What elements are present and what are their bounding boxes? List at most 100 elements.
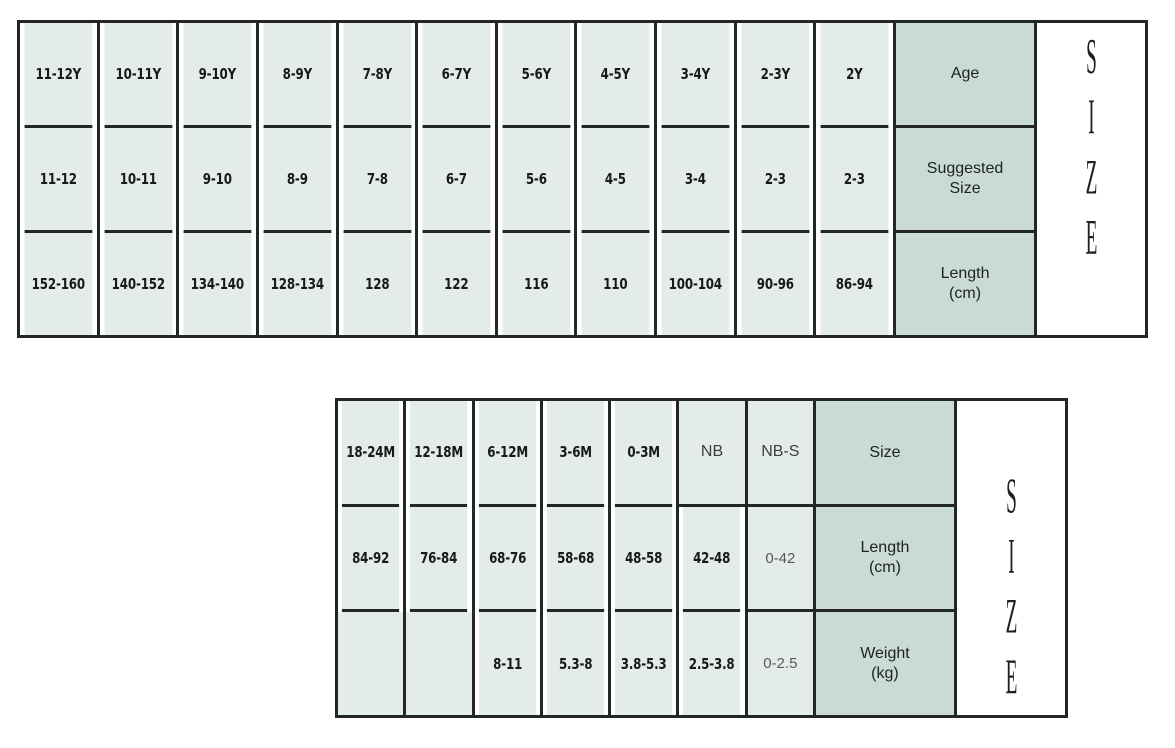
kids-size-guide-table: 11-12Y 11-12 152-160 10-11Y 10-11 140-15… xyxy=(17,20,1148,338)
babies-cell-size: 6-12M xyxy=(478,401,536,507)
kids-column-2Y: 2Y 2-3 86-94 xyxy=(816,23,897,335)
babies-cell-size: 12-18M xyxy=(410,401,468,507)
babies-cell-length: 48-58 xyxy=(615,506,673,613)
kids-column-9-10Y: 9-10Y 9-10 134-140 xyxy=(179,23,259,335)
kids-cell-length: 122 xyxy=(422,233,491,335)
kids-cell-age: 2-3Y xyxy=(741,23,809,128)
kids-cell-age: 5-6Y xyxy=(502,23,570,128)
kids-cell-length: 100-104 xyxy=(661,233,730,335)
kids-column-11-12Y: 11-12Y 11-12 152-160 xyxy=(20,23,100,335)
babies-size-guide-table: 18-24M 84-92 12-18M 76-84 6-12M 68-76 8-… xyxy=(335,398,1068,718)
babies-column-3-6M: 3-6M 58-68 5.3-8 xyxy=(543,401,612,716)
babies-row-label-weight: Weight (kg) xyxy=(815,612,954,716)
kids-cell-age: 4-5Y xyxy=(582,23,650,128)
kids-row-label-length-line1: Length xyxy=(940,265,990,283)
babies-cell-size: 0-3M xyxy=(615,401,673,507)
babies-row-label-length-line1: Length xyxy=(860,539,910,557)
babies-row-label-column: Size Length (cm) Weight (kg) xyxy=(815,401,954,716)
kids-cell-suggested-size: 4-5 xyxy=(582,128,650,233)
kids-row-label-length-text: Length (cm) xyxy=(941,264,990,303)
kids-cell-suggested-size: 7-8 xyxy=(343,128,411,233)
kids-cell-age: 3-4Y xyxy=(661,23,730,128)
kids-cell-age: 2Y xyxy=(821,23,889,128)
kids-row-label-age: Age xyxy=(896,23,1035,128)
babies-column-18-24M: 18-24M 84-92 xyxy=(338,401,407,716)
kids-grid: 11-12Y 11-12 152-160 10-11Y 10-11 140-15… xyxy=(20,23,1035,335)
kids-row-label-age-line1: Age xyxy=(950,65,980,83)
babies-row-label-size: Size xyxy=(815,401,954,507)
kids-size-guide-title: KIDS SIZE GUIDE xyxy=(1079,23,1103,335)
kids-cell-age: 10-11Y xyxy=(104,23,172,128)
kids-column-7-8Y: 7-8Y 7-8 128 xyxy=(339,23,419,335)
kids-column-2-3Y: 2-3Y 2-3 90-96 xyxy=(737,23,817,335)
babies-cell-size: 18-24M xyxy=(341,401,400,507)
kids-cell-length: 116 xyxy=(502,233,570,335)
kids-cell-age: 9-10Y xyxy=(183,23,252,128)
kids-column-5-6Y: 5-6Y 5-6 116 xyxy=(498,23,578,335)
babies-cell-length: 76-84 xyxy=(410,506,468,613)
babies-size-guide-title-text: BABIES SIZE GUIDE xyxy=(1001,401,1023,715)
babies-row-label-length: Length (cm) xyxy=(815,506,954,613)
kids-cell-length: 110 xyxy=(582,233,650,335)
babies-column-NB: NB 42-48 2.5-3.8 xyxy=(679,401,748,716)
kids-cell-length: 140-152 xyxy=(104,233,172,335)
babies-grid: 18-24M 84-92 12-18M 76-84 6-12M 68-76 8-… xyxy=(338,401,954,716)
babies-size-guide-title: BABIES SIZE GUIDE xyxy=(999,401,1023,715)
babies-title-column: BABIES SIZE GUIDE xyxy=(954,401,1065,715)
babies-column-6-12M: 6-12M 68-76 8-11 xyxy=(475,401,543,716)
babies-cell-length: 58-68 xyxy=(546,506,605,613)
kids-cell-length: 134-140 xyxy=(183,233,252,335)
kids-cell-suggested-size: 6-7 xyxy=(422,128,491,233)
babies-row-label-length-text: Length (cm) xyxy=(861,538,910,577)
kids-cell-length: 86-94 xyxy=(821,233,889,335)
babies-cell-length: 42-48 xyxy=(683,506,741,613)
kids-row-label-suggested-size-text: Suggested Size xyxy=(927,159,1004,198)
babies-cell-length: 68-76 xyxy=(478,506,536,613)
babies-cell-length: 84-92 xyxy=(341,506,400,613)
babies-column-0-3M: 0-3M 48-58 3.8-5.3 xyxy=(611,401,680,716)
babies-cell-weight: 3.8-5.3 xyxy=(615,612,673,716)
babies-row-label-length-line2: (cm) xyxy=(868,559,901,576)
babies-cell-size: NB xyxy=(679,401,745,507)
babies-row-label-weight-text: Weight (kg) xyxy=(860,644,910,683)
kids-cell-age: 6-7Y xyxy=(422,23,491,128)
kids-row-label-column: Age Suggested Size Length (cm) xyxy=(896,23,1035,335)
kids-cell-age: 8-9Y xyxy=(263,23,331,128)
kids-cell-suggested-size: 11-12 xyxy=(24,128,93,233)
babies-cell-weight: 5.3-8 xyxy=(546,612,605,716)
kids-cell-suggested-size: 5-6 xyxy=(502,128,570,233)
kids-cell-age: 7-8Y xyxy=(343,23,411,128)
kids-column-8-9Y: 8-9Y 8-9 128-134 xyxy=(259,23,339,335)
babies-cell-weight: 8-11 xyxy=(478,612,536,716)
babies-row-label-weight-line1: Weight xyxy=(860,645,910,663)
kids-cell-suggested-size: 9-10 xyxy=(183,128,252,233)
kids-cell-suggested-size: 3-4 xyxy=(661,128,730,233)
babies-row-label-weight-line2: (kg) xyxy=(871,664,899,682)
kids-row-label-suggested-size: Suggested Size xyxy=(896,128,1035,233)
kids-cell-suggested-size: 2-3 xyxy=(821,128,889,233)
kids-column-3-4Y: 3-4Y 3-4 100-104 xyxy=(657,23,737,335)
babies-row-label-size-line1: Size xyxy=(869,443,901,461)
kids-row-label-suggested-size-line1: Suggested xyxy=(926,160,1004,178)
kids-cell-length: 128-134 xyxy=(263,233,331,335)
kids-cell-length: 128 xyxy=(343,233,411,335)
kids-row-label-suggested-size-line2: Size xyxy=(949,180,981,197)
babies-cell-weight-empty xyxy=(406,612,472,716)
babies-column-NB-S: NB-S 0-42 0-2.5 xyxy=(747,401,816,716)
kids-cell-suggested-size: 8-9 xyxy=(263,128,331,233)
babies-cell-weight: 0-2.5 xyxy=(747,612,813,716)
babies-cell-size: NB-S xyxy=(747,401,813,507)
kids-size-guide-title-text: KIDS SIZE GUIDE xyxy=(1081,23,1103,335)
kids-cell-length: 90-96 xyxy=(741,233,809,335)
kids-cell-age: 11-12Y xyxy=(24,23,93,128)
kids-cell-suggested-size: 2-3 xyxy=(741,128,809,233)
kids-row-label-length: Length (cm) xyxy=(896,233,1035,335)
kids-row-label-length-line2: (cm) xyxy=(949,285,982,302)
babies-cell-weight-empty xyxy=(338,612,404,716)
babies-cell-length: 0-42 xyxy=(747,506,813,613)
babies-cell-weight: 2.5-3.8 xyxy=(683,612,741,716)
kids-column-4-5Y: 4-5Y 4-5 110 xyxy=(577,23,658,335)
kids-column-10-11Y: 10-11Y 10-11 140-152 xyxy=(100,23,180,335)
kids-column-6-7Y: 6-7Y 6-7 122 xyxy=(418,23,498,335)
kids-cell-length: 152-160 xyxy=(24,233,93,335)
